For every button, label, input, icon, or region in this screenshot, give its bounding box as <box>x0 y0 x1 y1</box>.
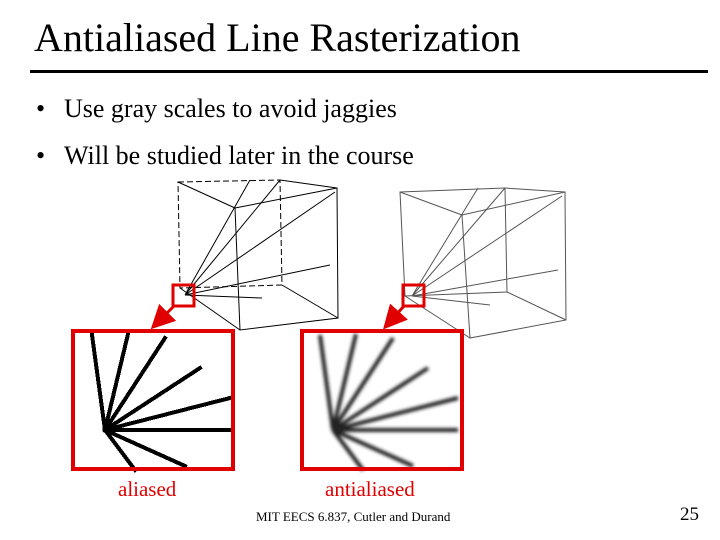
bullet: • Will be studied later in the course <box>36 141 414 171</box>
slide-title: Antialiased Line Rasterization <box>34 15 521 60</box>
bullet-text: Will be studied later in the course <box>64 141 414 170</box>
zoom-box <box>300 329 464 471</box>
bullet-dot: • <box>36 94 46 123</box>
zoom-arrow <box>150 303 177 330</box>
bullet-text: Use gray scales to avoid jaggies <box>64 94 397 123</box>
cube-antialiased <box>399 187 567 339</box>
bullet-dot: • <box>36 141 46 170</box>
cube-aliased <box>177 179 339 331</box>
footer-credit: MIT EECS 6.837, Cutler and Durand <box>256 509 451 524</box>
bullet: • Use gray scales to avoid jaggies <box>36 94 397 124</box>
aliased-lines <box>89 331 233 473</box>
zoom-arrow <box>382 303 408 330</box>
zoom-marker <box>171 283 196 308</box>
page-number: 25 <box>680 504 699 525</box>
figure-label: aliased <box>118 477 177 501</box>
zoom-marker <box>401 283 426 308</box>
figure-label: antialiased <box>325 477 415 501</box>
antialiased-lines <box>318 333 459 472</box>
zoom-box <box>71 329 235 471</box>
title-rule <box>30 70 708 73</box>
